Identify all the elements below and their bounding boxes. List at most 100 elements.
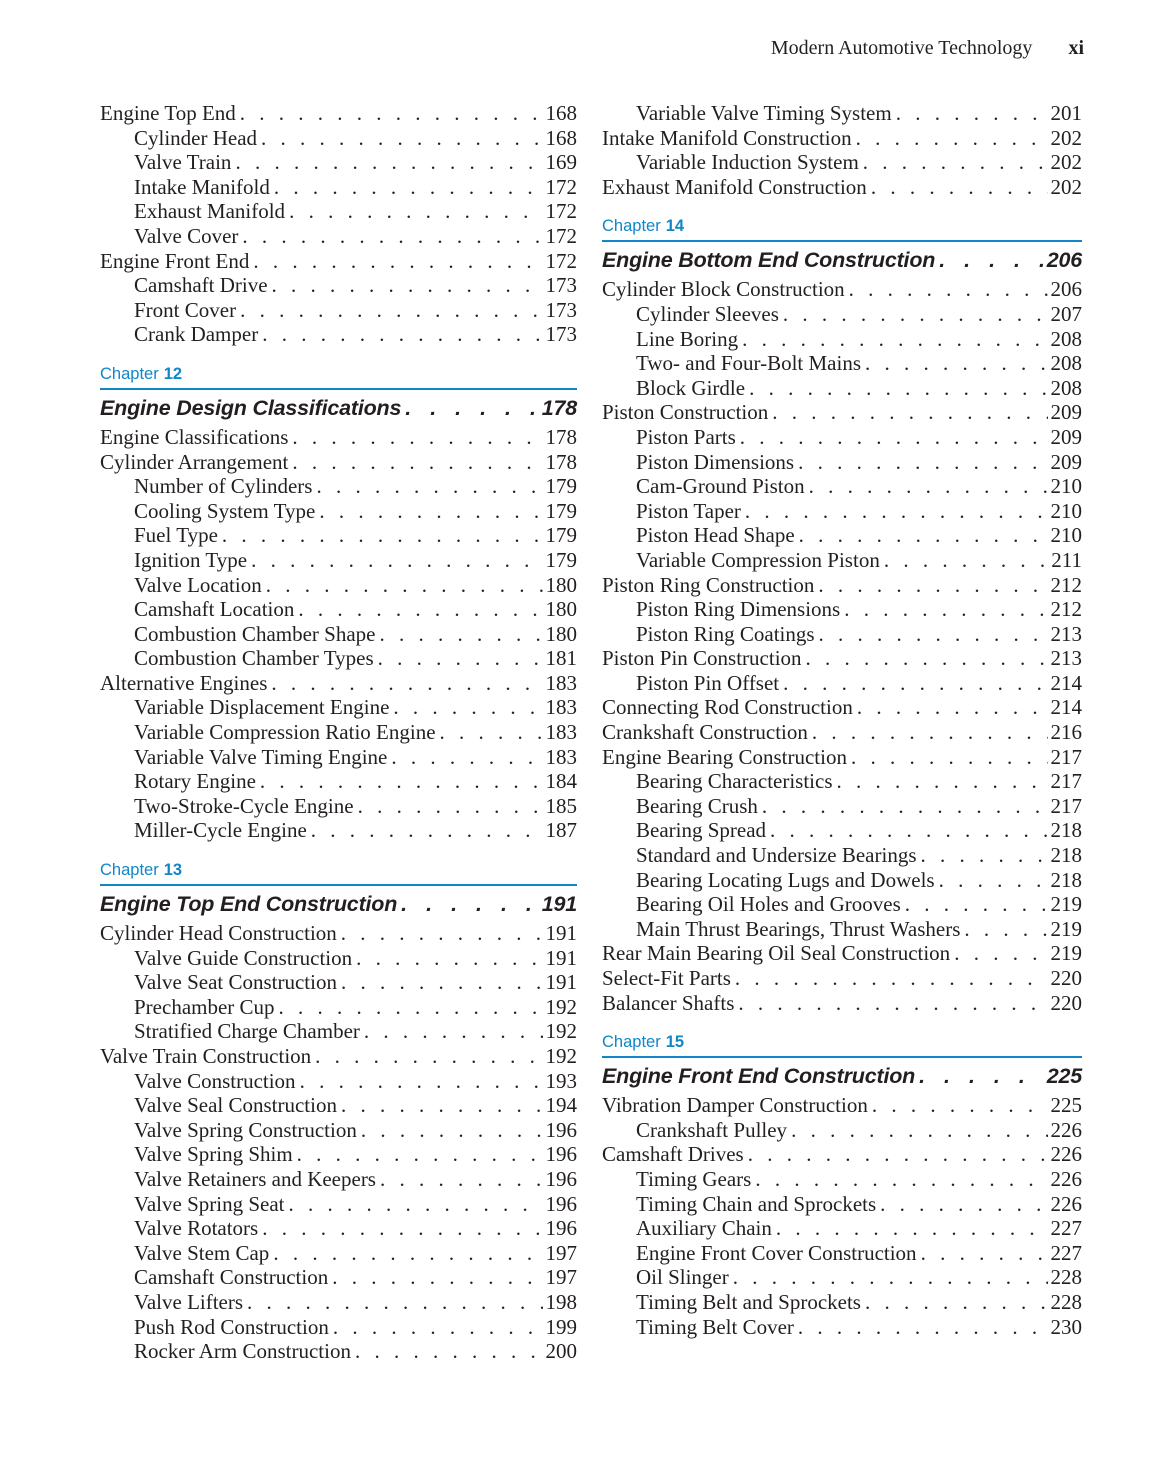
toc-entry: Stratified Charge Chamber. . . . . . . .…: [100, 1019, 577, 1044]
toc-entry: Piston Ring Dimensions. . . . . . . . . …: [602, 597, 1082, 622]
entry-label: Front Cover: [134, 297, 237, 322]
entry-page: 180: [545, 572, 578, 597]
dot-leader: . . . . . . . . . . . . . . . . . . . . …: [865, 351, 1047, 376]
entry-label: Piston Pin Offset: [636, 670, 780, 695]
entry-label: Valve Cover: [134, 223, 239, 248]
toc-entry: Valve Spring Seat. . . . . . . . . . . .…: [100, 1192, 577, 1217]
toc-entry: Camshaft Drives. . . . . . . . . . . . .…: [602, 1142, 1082, 1167]
dot-leader: . . . . . . . . . . . . . . . . . . . . …: [844, 597, 1047, 622]
dot-leader: . . . . . . . . . . . . . . . . . . . . …: [271, 670, 542, 695]
toc-entry: Piston Head Shape. . . . . . . . . . . .…: [602, 523, 1082, 548]
toc-entry: Piston Ring Construction. . . . . . . . …: [602, 573, 1082, 598]
entry-label: Cam-Ground Piston: [636, 474, 805, 499]
entry-label: Piston Dimensions: [636, 449, 795, 474]
entry-label: Engine Classifications: [100, 424, 289, 449]
entry-page: 218: [1050, 843, 1083, 868]
entry-label: Two- and Four-Bolt Mains: [636, 351, 862, 376]
entry-page: 210: [1050, 474, 1083, 499]
chapter-title: Engine Bottom End Construction. . . . . …: [602, 247, 1082, 274]
toc-entry: Two-Stroke-Cycle Engine. . . . . . . . .…: [100, 794, 577, 819]
toc-entry: Cylinder Arrangement. . . . . . . . . . …: [100, 450, 577, 475]
toc-entry: Standard and Undersize Bearings. . . . .…: [602, 843, 1082, 868]
toc-entry: Bearing Characteristics. . . . . . . . .…: [602, 769, 1082, 794]
entry-label: Miller-Cycle Engine: [134, 818, 307, 843]
chapter-heading: Chapter 14 Engine Bottom End Construction.…: [602, 216, 1082, 274]
toc-entry: Crankshaft Pulley. . . . . . . . . . . .…: [602, 1118, 1082, 1143]
toc-entry: Bearing Crush. . . . . . . . . . . . . .…: [602, 794, 1082, 819]
dot-leader: . . . . . . . . . . . . . . . . . . . . …: [292, 449, 542, 474]
entry-label: Piston Ring Dimensions: [636, 597, 841, 622]
dot-leader: . . . . . . . . . . . . . . . . . . . . …: [253, 248, 542, 273]
entry-label: Timing Belt Cover: [636, 1314, 794, 1339]
dot-leader: . . . . . . . . . . . . . . . . . . . . …: [798, 523, 1048, 548]
toc-entry: Block Girdle. . . . . . . . . . . . . . …: [602, 376, 1082, 401]
dot-leader: . . . . . . . . . . . . . . . . . . . . …: [938, 867, 1048, 892]
entry-page: 227: [1050, 1240, 1083, 1265]
entry-label: Valve Train: [134, 150, 232, 175]
dot-leader: . . . . . . . . . . . . . . . . . . . . …: [761, 793, 1048, 818]
entry-page: 187: [545, 818, 578, 843]
entry-label: Engine Design Classifications: [100, 395, 402, 420]
toc-entry: Combustion Chamber Shape. . . . . . . . …: [100, 622, 577, 647]
dot-leader: . . . . . . . . . . . . . . . . . . . . …: [292, 424, 542, 449]
entry-page: 168: [545, 125, 578, 150]
dot-leader: . . . . . . . . . . . . . . . . . . . . …: [393, 695, 542, 720]
toc-entry: Variable Compression Piston. . . . . . .…: [602, 548, 1082, 573]
entry-page: 217: [1050, 769, 1083, 794]
toc-entry: Ignition Type. . . . . . . . . . . . . .…: [100, 548, 577, 573]
toc-entry: Number of Cylinders. . . . . . . . . . .…: [100, 474, 577, 499]
entry-label: Bearing Spread: [636, 818, 767, 843]
entry-label: Variable Valve Timing Engine: [134, 744, 388, 769]
dot-leader: . . . . . . . . . . . . . . . . . . . . …: [811, 720, 1048, 745]
entry-page: 180: [545, 597, 578, 622]
entry-page: 225: [1050, 1093, 1083, 1118]
dot-leader: . . . . . . . . . . . . . . . . . . . . …: [770, 818, 1047, 843]
entry-label: Piston Pin Construction: [602, 646, 802, 671]
dot-leader: . . . . . . . . . . . . . . . . . . . . …: [298, 597, 543, 622]
entry-label: Piston Parts: [636, 424, 736, 449]
entry-label: Timing Belt and Sprockets: [636, 1289, 861, 1314]
entry-label: Two-Stroke-Cycle Engine: [134, 793, 354, 818]
toc-entry: Cam-Ground Piston. . . . . . . . . . . .…: [602, 474, 1082, 499]
toc-entry: Valve Construction. . . . . . . . . . . …: [100, 1069, 577, 1094]
toc-entry: Engine Top End. . . . . . . . . . . . . …: [100, 101, 577, 126]
dot-leader: . . . . . . . . . . . . . . . . . . . . …: [734, 966, 1048, 990]
entry-page: 191: [545, 921, 578, 946]
toc-entry: Rocker Arm Construction. . . . . . . . .…: [100, 1339, 577, 1364]
entry-label: Camshaft Construction: [134, 1265, 329, 1290]
dot-leader: . . . . . . . . . . . . . . . . . . . . …: [954, 941, 1047, 966]
dot-leader: . . . . . . . . . . . . . . . . . . . . …: [739, 424, 1048, 449]
toc-entry: Main Thrust Bearings, Thrust Washers. . …: [602, 917, 1082, 942]
dot-leader: . . . . . . . . . . . . . . . . . . . . …: [797, 1314, 1048, 1339]
entry-label: Valve Spring Construction: [134, 1117, 357, 1142]
dot-leader: . . . . . . . . . . . . . . . . . . . . …: [278, 994, 543, 1019]
toc-entry: Crank Damper. . . . . . . . . . . . . . …: [100, 322, 577, 347]
entry-page: 208: [1050, 375, 1083, 400]
dot-leader: . . . . . . . . . . . . . . . . . . . . …: [332, 1265, 542, 1290]
entry-label: Variable Compression Piston: [636, 547, 880, 572]
entry-label: Valve Stem Cap: [134, 1240, 270, 1265]
chapter-title: Engine Top End Construction. . . . . . .…: [100, 891, 577, 918]
dot-leader: . . . . . . . . . . . . . . . . . . . . …: [798, 449, 1047, 474]
entry-label: Valve Seat Construction: [134, 970, 337, 995]
dot-leader: . . . . . . . . . . . . . . . . . . . . …: [239, 101, 543, 125]
toc-entry: Fuel Type. . . . . . . . . . . . . . . .…: [100, 523, 577, 548]
toc-entry: Valve Guide Construction. . . . . . . . …: [100, 946, 577, 971]
dot-leader: . . . . . . . . . . . . . . . . . . . . …: [315, 1044, 542, 1068]
entry-label: Valve Guide Construction: [134, 945, 353, 970]
entry-page: 200: [545, 1339, 578, 1364]
entry-label: Balancer Shafts: [602, 990, 735, 1015]
entry-label: Stratified Charge Chamber: [134, 1019, 360, 1044]
dot-leader: . . . . . . . . . . . . . . . . . . . . …: [360, 1117, 543, 1142]
dot-leader: . . . . . . . . . . . . . . . . . . . . …: [782, 301, 1048, 326]
entry-page: 208: [1050, 326, 1083, 351]
toc-entry: Piston Parts. . . . . . . . . . . . . . …: [602, 425, 1082, 450]
dot-leader: . . . . . . . . . . . . . . . . . . . . …: [850, 744, 1048, 769]
entry-label: Exhaust Manifold Construction: [602, 174, 867, 199]
entry-page: 202: [1050, 150, 1083, 175]
entry-page: 202: [1050, 174, 1083, 199]
entry-page: 178: [545, 449, 578, 474]
entry-label: Prechamber Cup: [134, 994, 275, 1019]
dot-leader: . . . . . . . . . . . . . . . . . . . . …: [262, 1216, 542, 1241]
dot-leader: . . . . . . . . . . . . . . . . . . . . …: [755, 1166, 1047, 1191]
